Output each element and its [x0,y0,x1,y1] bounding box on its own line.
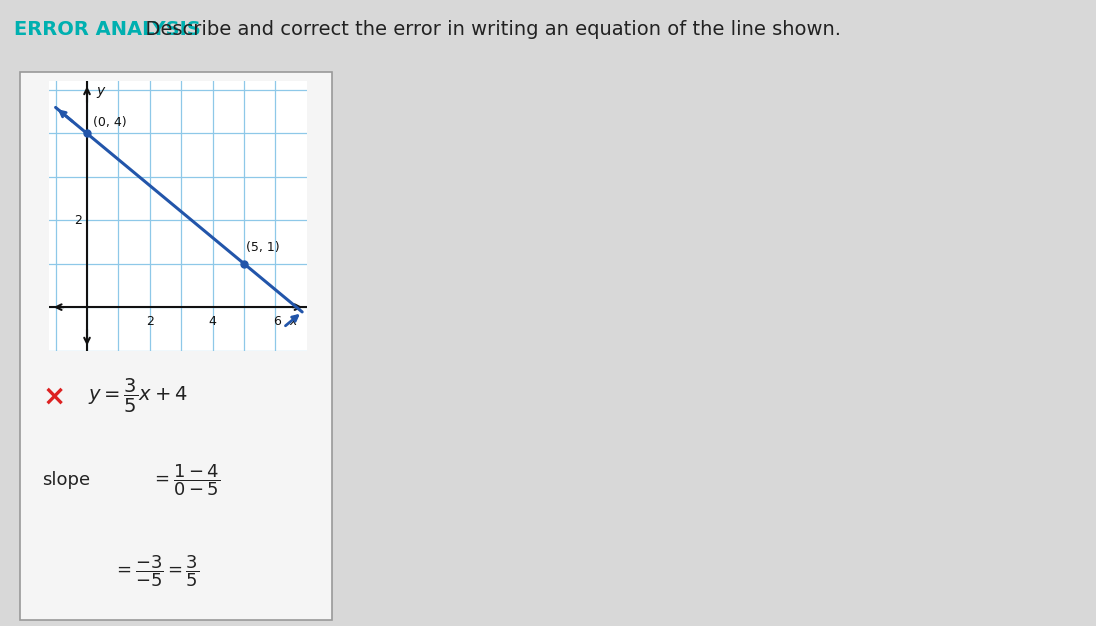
Text: $\mathbf{\times}$: $\mathbf{\times}$ [42,382,64,410]
Text: 6: 6 [273,315,281,328]
Text: $=\dfrac{1-4}{0-5}$: $=\dfrac{1-4}{0-5}$ [151,462,220,498]
Text: (5, 1): (5, 1) [246,241,279,254]
Text: ERROR ANALYSIS: ERROR ANALYSIS [14,20,201,39]
Text: slope: slope [42,471,90,489]
Text: $y=\dfrac{3}{5}x+4$: $y=\dfrac{3}{5}x+4$ [89,377,189,416]
Text: x: x [289,315,296,328]
Text: Describe and correct the error in writing an equation of the line shown.: Describe and correct the error in writin… [133,20,841,39]
Text: 2: 2 [75,214,82,227]
Text: y: y [96,83,105,98]
Text: 2: 2 [146,315,153,328]
Text: $=\dfrac{-3}{-5}=\dfrac{3}{5}$: $=\dfrac{-3}{-5}=\dfrac{3}{5}$ [113,553,199,589]
Text: (0, 4): (0, 4) [93,116,126,129]
Text: 4: 4 [208,315,217,328]
